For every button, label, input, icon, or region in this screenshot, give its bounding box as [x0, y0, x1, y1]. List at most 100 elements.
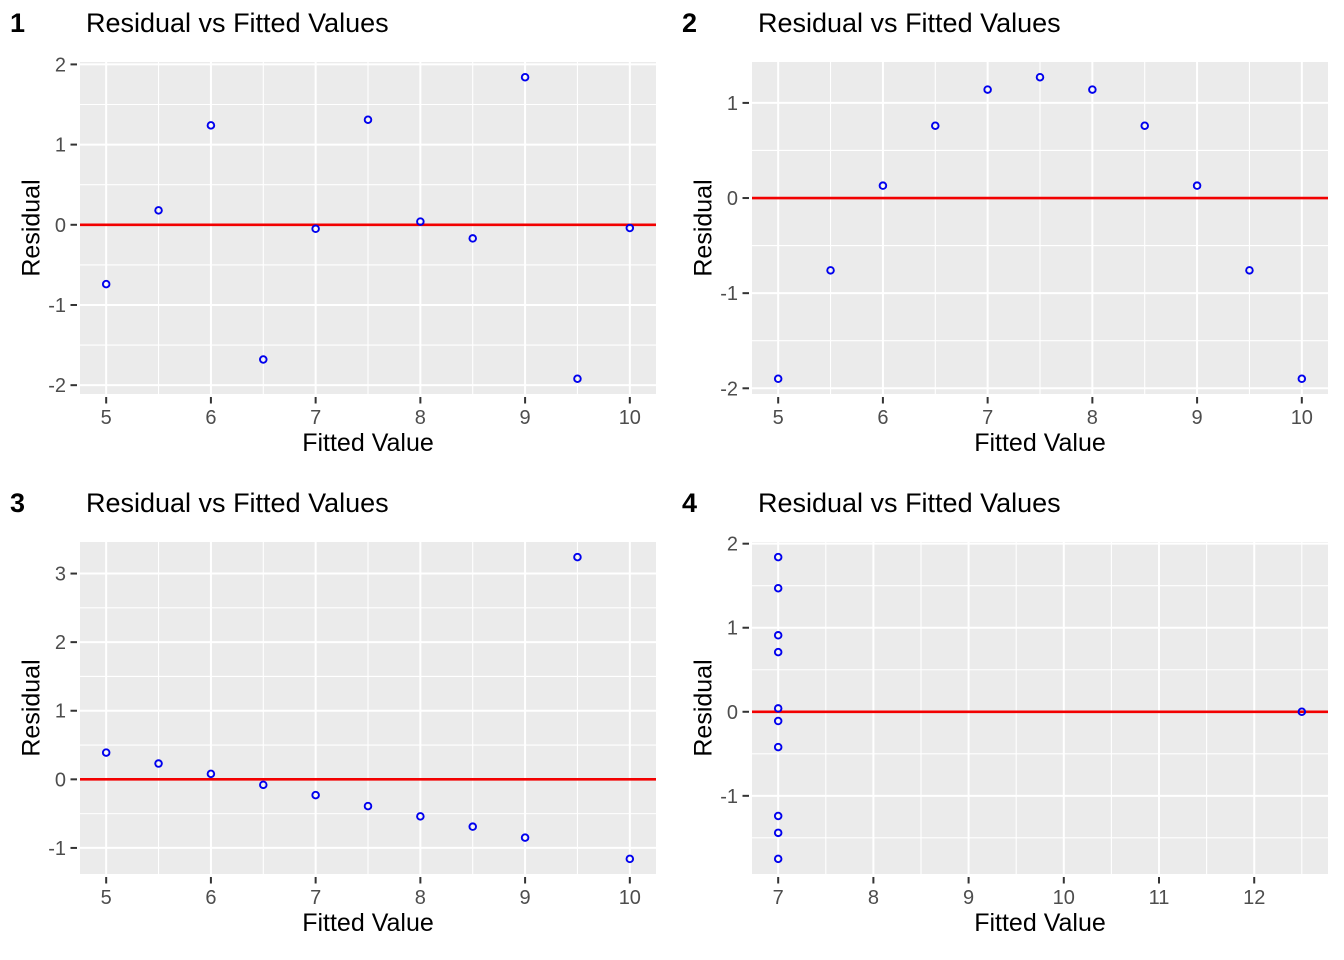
- data-point: [773, 704, 783, 713]
- data-point: [1297, 707, 1307, 717]
- data-point: [1035, 72, 1045, 82]
- panel-tag-2: 2: [682, 8, 698, 38]
- x-tick-label: 5: [101, 887, 112, 909]
- data-point: [573, 552, 582, 562]
- data-point: [206, 769, 216, 779]
- x-tick-label: 8: [868, 887, 879, 909]
- x-tick-label: 11: [1149, 887, 1170, 909]
- data-point: [773, 811, 783, 821]
- y-tick-label: 2: [55, 54, 66, 76]
- data-point: [983, 85, 992, 94]
- x-tick-label: 7: [310, 887, 321, 909]
- data-point: [311, 224, 320, 234]
- y-tick-label: -2: [720, 378, 738, 400]
- plot-panel-background: [752, 542, 1328, 874]
- data-point: [259, 355, 268, 364]
- data-point: [416, 812, 425, 821]
- data-point: [931, 121, 940, 130]
- data-point: [1297, 374, 1307, 384]
- data-point: [773, 583, 783, 593]
- x-tick-label: 5: [773, 407, 784, 429]
- x-tick-label: 8: [415, 407, 426, 429]
- x-tick-label: 7: [982, 407, 993, 429]
- data-point: [1088, 85, 1097, 94]
- y-tick-label: -1: [720, 786, 738, 808]
- data-point: [1140, 121, 1149, 130]
- data-point: [1192, 181, 1202, 190]
- x-tick-label: 6: [205, 407, 216, 429]
- residual-vs-fitted-plot-2: 5 6 7 8 9 10 -2 -1 0 1: [720, 62, 1328, 429]
- y-tick-label: 0: [727, 702, 738, 724]
- data-point: [625, 223, 635, 233]
- x-tick-label: 9: [1192, 407, 1203, 429]
- data-point: [625, 854, 635, 864]
- x-tick-label: 10: [1053, 887, 1075, 909]
- y-tick-label: 1: [55, 135, 66, 157]
- x-axis-title-2: Fitted Value: [974, 429, 1106, 457]
- data-point: [206, 121, 216, 130]
- panel-tag-3: 3: [10, 488, 26, 518]
- data-point: [773, 854, 783, 864]
- x-axis-title-1: Fitted Value: [302, 429, 434, 457]
- y-tick-label: 0: [727, 188, 738, 210]
- x-tick-label: 10: [1291, 407, 1313, 429]
- y-tick-label: 0: [55, 215, 66, 237]
- data-point: [826, 266, 835, 275]
- chart-title-2: Residual vs Fitted Values: [758, 8, 1061, 38]
- panel-tag-4: 4: [682, 488, 698, 518]
- data-point: [520, 833, 530, 842]
- data-point: [101, 748, 111, 757]
- panel-tag-1: 1: [10, 8, 26, 38]
- y-tick-label: -1: [48, 295, 66, 317]
- data-point: [773, 631, 783, 640]
- data-point: [468, 822, 477, 831]
- x-tick-label: 8: [415, 887, 426, 909]
- x-tick-label: 7: [310, 407, 321, 429]
- x-tick-label: 6: [877, 407, 888, 429]
- data-point: [773, 742, 783, 752]
- data-point: [773, 552, 783, 562]
- data-point: [773, 828, 783, 838]
- data-point: [101, 279, 111, 289]
- data-point: [259, 780, 268, 790]
- x-tick-label: 10: [619, 407, 641, 429]
- x-tick-label: 8: [1087, 407, 1098, 429]
- y-tick-label: 1: [727, 93, 738, 115]
- x-tick-label: 9: [963, 887, 974, 909]
- y-tick-label: 2: [55, 632, 66, 654]
- y-tick-label: 1: [727, 618, 738, 640]
- y-tick-label: -1: [720, 283, 738, 305]
- data-point: [520, 72, 530, 82]
- data-point: [416, 217, 425, 226]
- x-tick-label: 9: [520, 887, 531, 909]
- x-tick-label: 10: [619, 887, 641, 909]
- data-point: [311, 790, 320, 800]
- data-point: [773, 716, 783, 726]
- x-axis-title-4: Fitted Value: [974, 909, 1106, 937]
- data-point: [363, 115, 373, 124]
- chart-title-3: Residual vs Fitted Values: [86, 488, 389, 518]
- data-point: [1245, 266, 1254, 275]
- x-axis-title-3: Fitted Value: [302, 909, 434, 937]
- y-tick-label: -2: [48, 375, 66, 397]
- residual-vs-fitted-plot-1: 5 6 7 8 9 10 -2 -1 0 1 2: [48, 54, 656, 429]
- y-tick-label: 0: [55, 769, 66, 791]
- x-tick-label: 5: [101, 407, 112, 429]
- data-point: [573, 374, 582, 384]
- x-tick-label: 12: [1243, 887, 1265, 909]
- y-tick-label: 2: [727, 534, 738, 556]
- chart-title-1: Residual vs Fitted Values: [86, 8, 389, 38]
- y-tick-label: 1: [55, 701, 66, 723]
- data-point: [878, 181, 888, 190]
- x-tick-label: 7: [773, 887, 784, 909]
- data-point: [468, 234, 477, 243]
- data-point: [154, 759, 163, 768]
- data-point: [773, 647, 783, 657]
- residual-vs-fitted-plot-3: 5 6 7 8 9 10 -1 0 1 2 3: [48, 542, 656, 909]
